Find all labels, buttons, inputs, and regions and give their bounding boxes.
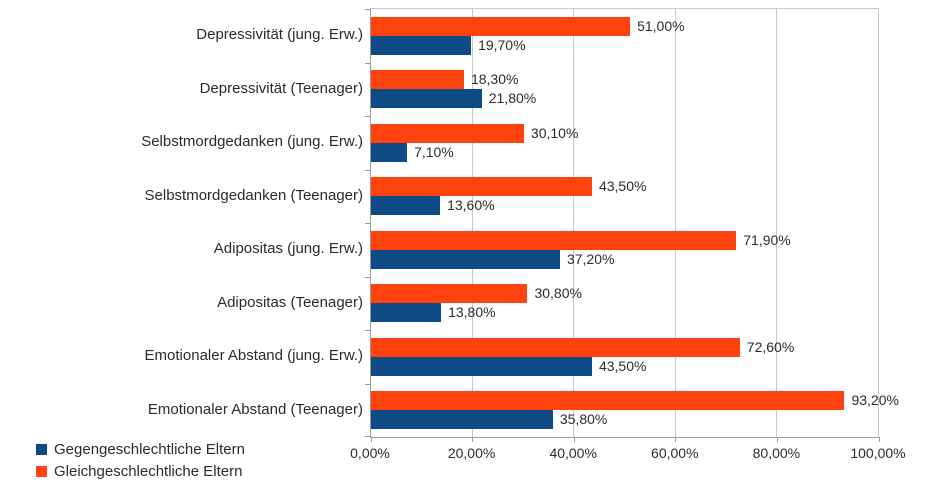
value-label: 51,00% [637,17,685,34]
bar-gleichgeschlechtliche [371,16,631,36]
value-label: 13,80% [448,304,496,321]
value-label: 43,50% [598,357,647,374]
x-axis-tick [675,437,677,442]
bar-gegengeschlechtliche [371,303,442,323]
value-label: 7,10% [414,143,454,160]
y-axis-tick [365,116,370,117]
legend-label: Gegengeschlechtliche Eltern [54,441,245,458]
value-label: 35,80% [559,411,608,428]
category-label: Emotionaler Abstand (Teenager) [147,400,363,418]
gridline [471,9,473,437]
x-axis-tick-label: 60,00% [651,445,699,461]
value-label: 93,20% [851,392,899,409]
category-label: Adipositas (jung. Erw.) [213,240,363,258]
x-axis-tick [776,437,778,442]
y-axis-tick [365,170,370,171]
bar-gegengeschlechtliche [371,356,592,376]
value-label: 18,30% [470,71,519,88]
bar-gegengeschlechtliche [371,196,441,216]
gridline [674,9,676,437]
legend-label: Gleichgeschlechtliche Eltern [54,463,243,480]
category-label: Selbstmordgedanken (jung. Erw.) [141,133,363,151]
x-axis-tick [370,437,372,442]
value-label: 43,50% [598,178,647,195]
gridline [878,9,879,437]
bar-gleichgeschlechtliche [371,177,592,197]
x-axis-tick-label: 100,00% [850,445,906,461]
category-label: Depressivität (Teenager) [199,79,363,97]
y-axis-tick [365,277,370,278]
y-axis-tick [365,436,370,437]
plot-area: 51,00% 19,70% 18,30% 21,80% 30,10% 7,10% 43,50… [365,8,899,442]
bar-gegengeschlechtliche [371,410,553,430]
x-axis-tick-label: 0,00% [350,445,390,461]
bar-gleichgeschlechtliche [371,284,528,304]
bar-gegengeschlechtliche [371,35,472,55]
category-label: Selbstmordgedanken (Teenager) [144,186,363,204]
x-axis-tick-label: 40,00% [549,445,597,461]
legend-item-gleichgeschlechtliche-eltern: Gleichgeschlechtliche Eltern [36,463,245,480]
y-axis-tick [365,223,370,224]
bar-gleichgeschlechtliche [371,230,737,250]
y-axis-tick [365,330,370,331]
value-label: 30,80% [534,285,582,302]
value-label: 19,70% [478,36,526,53]
bar-gleichgeschlechtliche [371,123,524,143]
x-axis-tick-label: 80,00% [752,445,801,461]
category-label: Adipositas (Teenager) [217,293,363,311]
value-label: 72,60% [746,338,795,355]
gridline [573,9,575,437]
bar-gleichgeschlechtliche [371,70,464,90]
x-axis-tick [878,437,880,442]
category-label: Depressivität (jung. Erw.) [196,26,363,44]
y-axis-tick [365,384,370,385]
x-axis-tick [472,437,474,442]
value-label: 37,20% [566,250,615,267]
value-label: 71,90% [743,231,791,248]
bar-gleichgeschlechtliche [371,337,740,357]
category-label: Emotionaler Abstand (jung. Erw.) [144,347,363,365]
bar-gegengeschlechtliche [371,142,408,162]
x-axis-tick [573,437,575,442]
y-axis-tick [365,9,370,10]
legend-swatch-icon [36,466,47,477]
legend: Gegengeschlechtliche Eltern Gleichgeschle… [36,441,245,480]
x-axis-tick-label: 20,00% [447,445,496,461]
legend-swatch-icon [36,444,47,455]
y-axis-tick [365,63,370,64]
value-label: 30,10% [530,124,579,141]
value-label: 13,60% [447,197,495,214]
bar-gleichgeschlechtliche [371,391,845,411]
gridline [776,9,778,437]
legend-item-gegengeschlechtliche-eltern: Gegengeschlechtliche Eltern [36,441,245,458]
value-label: 21,80% [488,90,537,107]
bar-gegengeschlechtliche [371,249,560,269]
bar-gegengeschlechtliche [371,89,482,109]
